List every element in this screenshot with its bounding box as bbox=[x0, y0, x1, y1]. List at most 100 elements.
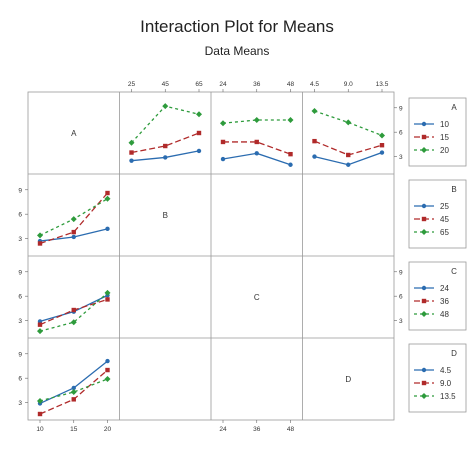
x-tick-label-bottom-A-15: 15 bbox=[70, 426, 78, 433]
legend-label-D-13.5: 13.5 bbox=[440, 392, 456, 401]
legend-marker-C-48 bbox=[421, 311, 427, 317]
data-point-B25-A-2 bbox=[105, 226, 110, 232]
legend-marker-A-15 bbox=[421, 134, 427, 140]
series-line-A-20-vs-C bbox=[222, 119, 291, 124]
y-tick-label-left-row1-3: 3 bbox=[18, 236, 22, 243]
legend-label-A-20: 20 bbox=[440, 146, 449, 155]
legend-marker-D-13.5 bbox=[421, 393, 427, 399]
legend-label-B-45: 45 bbox=[440, 215, 449, 224]
data-point-A20-B-1 bbox=[162, 103, 169, 110]
data-point-A15-D-1 bbox=[346, 152, 351, 158]
data-point-D9.0-A-2 bbox=[105, 367, 110, 373]
x-tick-label-bottom-A-20: 20 bbox=[104, 426, 112, 433]
data-point-A20-C-1 bbox=[253, 116, 260, 123]
diagonal-label-C: C bbox=[254, 293, 260, 302]
y-tick-label-right-row0-9: 9 bbox=[399, 105, 403, 112]
x-tick-label-top-D-9.0: 9.0 bbox=[344, 81, 353, 88]
data-point-C36-A-0 bbox=[37, 322, 43, 327]
y-tick-label-left-row2-3: 3 bbox=[18, 318, 22, 325]
data-point-A15-C-1 bbox=[254, 139, 259, 145]
data-point-A15-C-0 bbox=[220, 139, 226, 145]
data-point-A15-B-0 bbox=[129, 150, 134, 155]
data-point-D13.5-A-2 bbox=[104, 376, 111, 382]
legend-title-D: D bbox=[451, 349, 457, 358]
data-point-A10-B-1 bbox=[163, 155, 168, 160]
legend-marker-B-45 bbox=[421, 216, 427, 222]
diagonal-label-D: D bbox=[345, 375, 351, 384]
legend-label-B-65: 65 bbox=[440, 228, 449, 237]
data-point-A20-B-0 bbox=[128, 139, 135, 146]
x-tick-label-bottom-C-48: 48 bbox=[287, 426, 295, 433]
series-line-B-45-vs-A bbox=[39, 192, 108, 245]
data-point-A10-D-2 bbox=[379, 150, 385, 155]
x-tick-label-top-C-36: 36 bbox=[253, 81, 261, 88]
y-tick-label-left-row2-9: 9 bbox=[18, 269, 22, 276]
y-tick-label-right-row0-6: 6 bbox=[399, 130, 403, 137]
data-point-A10-B-2 bbox=[196, 148, 202, 154]
data-point-A10-D-1 bbox=[346, 162, 351, 167]
legend-marker-B-25 bbox=[421, 203, 427, 209]
legend-label-A-10: 10 bbox=[440, 120, 449, 129]
legend-marker-A-10 bbox=[421, 121, 427, 127]
x-tick-label-top-D-4.5: 4.5 bbox=[310, 81, 319, 88]
data-point-B45-A-2 bbox=[105, 190, 110, 196]
legend-label-D-9.0: 9.0 bbox=[440, 379, 452, 388]
diagonal-label-A: A bbox=[71, 129, 77, 138]
legend-marker-B-65 bbox=[421, 229, 427, 235]
series-line-A-15-vs-B bbox=[131, 132, 200, 154]
y-tick-label-left-row1-9: 9 bbox=[18, 187, 22, 194]
data-point-A10-C-1 bbox=[254, 151, 259, 156]
data-point-B45-A-1 bbox=[71, 229, 76, 235]
legend-title-B: B bbox=[451, 185, 456, 194]
legend-title-C: C bbox=[451, 267, 457, 276]
y-tick-label-left-row1-6: 6 bbox=[18, 212, 22, 219]
data-point-A15-B-2 bbox=[196, 130, 202, 136]
x-tick-label-top-C-48: 48 bbox=[287, 81, 295, 88]
data-point-A10-C-2 bbox=[288, 162, 293, 167]
data-point-D13.5-A-1 bbox=[70, 389, 77, 396]
data-point-C48-A-1 bbox=[70, 319, 77, 326]
legend-label-C-36: 36 bbox=[440, 297, 449, 306]
data-point-A15-C-2 bbox=[288, 151, 293, 157]
x-tick-label-top-C-24: 24 bbox=[219, 81, 227, 88]
legend-label-B-25: 25 bbox=[440, 202, 449, 211]
data-point-B45-A-0 bbox=[37, 241, 43, 246]
data-point-A15-D-0 bbox=[312, 138, 317, 144]
data-point-A10-B-0 bbox=[129, 158, 134, 163]
data-point-D9.0-A-1 bbox=[71, 397, 76, 402]
legend-marker-D-4.5 bbox=[421, 367, 427, 373]
data-point-A10-D-0 bbox=[312, 154, 317, 159]
legend-label-C-48: 48 bbox=[440, 310, 449, 319]
y-tick-label-right-row2-6: 6 bbox=[399, 294, 403, 301]
diagonal-label-B: B bbox=[163, 211, 168, 220]
legend-marker-D-9.0 bbox=[421, 380, 427, 386]
y-tick-label-left-row3-3: 3 bbox=[18, 400, 22, 407]
legend-title-A: A bbox=[451, 103, 457, 112]
x-tick-label-bottom-C-24: 24 bbox=[219, 426, 227, 433]
x-tick-label-top-B-45: 45 bbox=[162, 81, 170, 88]
legend-label-A-15: 15 bbox=[440, 133, 449, 142]
data-point-A20-B-2 bbox=[196, 111, 202, 118]
data-point-A20-D-0 bbox=[311, 108, 318, 115]
chart-subtitle: Data Means bbox=[204, 44, 270, 58]
legend-label-C-24: 24 bbox=[440, 284, 449, 293]
data-point-A20-D-1 bbox=[345, 119, 352, 126]
data-point-C36-A-2 bbox=[105, 297, 110, 302]
data-point-C48-A-0 bbox=[37, 328, 43, 335]
legend-marker-A-20 bbox=[421, 147, 427, 153]
y-tick-label-left-row3-6: 6 bbox=[18, 376, 22, 383]
x-tick-label-bottom-A-10: 10 bbox=[36, 426, 44, 433]
chart-title: Interaction Plot for Means bbox=[140, 17, 334, 36]
data-point-B65-A-0 bbox=[37, 232, 43, 239]
data-point-C36-A-1 bbox=[71, 307, 76, 313]
data-point-B65-A-1 bbox=[70, 216, 77, 223]
data-point-D4.5-A-1 bbox=[71, 385, 76, 391]
data-point-A20-C-2 bbox=[287, 116, 294, 123]
legend-box-C bbox=[408, 261, 467, 331]
y-tick-label-right-row0-3: 3 bbox=[399, 154, 403, 161]
data-point-A20-C-0 bbox=[220, 120, 226, 127]
y-tick-label-left-row2-6: 6 bbox=[18, 294, 22, 301]
legend-marker-C-36 bbox=[421, 298, 427, 304]
x-tick-label-top-D-13.5: 13.5 bbox=[376, 81, 389, 88]
